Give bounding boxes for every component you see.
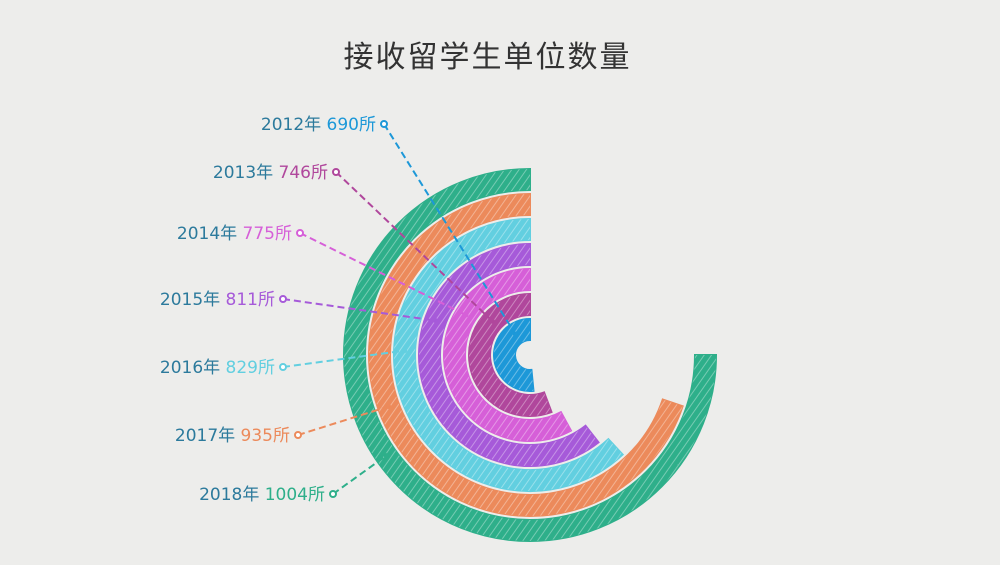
leader-dot-2013 [332, 168, 340, 176]
value-label: 935所 [241, 426, 290, 446]
leader-end-2013 [489, 318, 495, 324]
leader-line-2017 [297, 405, 389, 436]
year-label: 2016年 [160, 358, 226, 378]
leader-end-2016 [402, 348, 408, 354]
leader-end-2017 [386, 403, 392, 409]
year-label: 2017年 [175, 426, 241, 446]
arc-hatch-2017 [369, 194, 683, 516]
leader-dot-2012 [380, 120, 388, 128]
label-2014: 2014年 775所 [177, 224, 292, 244]
arc-hatch-2013 [468, 293, 552, 416]
year-label: 2013年 [213, 163, 279, 183]
value-label: 829所 [226, 358, 275, 378]
arc-hatch-2012 [494, 319, 534, 391]
leader-end-2015 [433, 318, 439, 324]
chart-title: 接收留学生单位数量 [343, 40, 632, 75]
value-label: 690所 [327, 115, 376, 135]
year-label: 2012年 [261, 115, 327, 135]
leader-dot-2015 [279, 295, 287, 303]
value-label: 775所 [243, 224, 292, 244]
leader-dot-2014 [296, 229, 304, 237]
label-2016: 2016年 829所 [160, 358, 275, 378]
leader-line-2012 [383, 123, 517, 335]
leader-line-2016 [282, 349, 405, 368]
leader-dot-2017 [294, 431, 302, 439]
year-label: 2015年 [160, 290, 226, 310]
value-label: 1004所 [265, 485, 325, 505]
label-2013: 2013年 746所 [213, 163, 328, 183]
leader-dot-2016 [279, 363, 287, 371]
year-label: 2014年 [177, 224, 243, 244]
leader-line-2018 [332, 454, 387, 495]
leader-end-2012 [512, 331, 518, 337]
value-label: 811所 [226, 290, 275, 310]
label-2012: 2012年 690所 [261, 115, 376, 135]
label-2018: 2018年 1004所 [199, 485, 325, 505]
label-2017: 2017年 935所 [175, 426, 290, 446]
arc-hatch-2016 [394, 219, 623, 492]
leader-end-2018 [383, 453, 389, 459]
arc-hatch-2014 [443, 269, 571, 442]
leader-line-2015 [282, 298, 436, 322]
leader-dot-2018 [329, 490, 337, 498]
label-2015: 2015年 811所 [160, 290, 275, 310]
leader-line-2013 [335, 171, 494, 322]
leader-line-2014 [299, 232, 467, 316]
leader-end-2014 [463, 312, 469, 318]
year-label: 2018年 [199, 485, 265, 505]
value-label: 746所 [279, 163, 328, 183]
arc-hatch-2015 [419, 244, 599, 466]
